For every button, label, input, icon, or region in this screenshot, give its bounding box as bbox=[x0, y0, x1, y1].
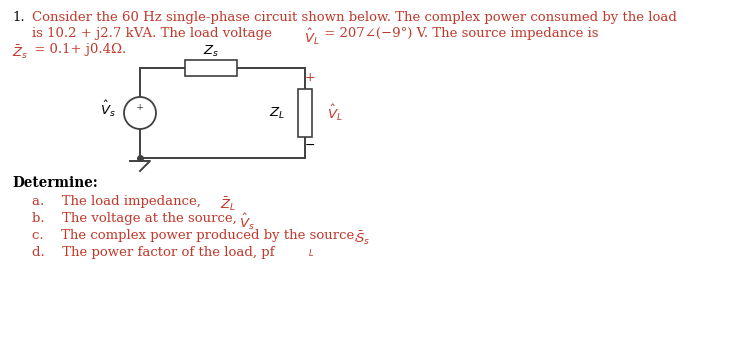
Text: $\hat{V}_{L}$: $\hat{V}_{L}$ bbox=[327, 103, 343, 123]
Bar bbox=[185, 60, 237, 76]
Text: Determine:: Determine: bbox=[12, 176, 98, 190]
Text: d.  The power factor of the load, pf: d. The power factor of the load, pf bbox=[32, 246, 275, 259]
Text: $\hat{V}_{s}$: $\hat{V}_{s}$ bbox=[239, 212, 255, 232]
Text: $\hat{V}_{L}$: $\hat{V}_{L}$ bbox=[304, 27, 320, 47]
Text: $\bar{S}_{s}$: $\bar{S}_{s}$ bbox=[355, 229, 370, 247]
Bar bbox=[298, 89, 312, 137]
Text: $Z_{s}$: $Z_{s}$ bbox=[203, 44, 219, 59]
Text: $\bar{Z}_{s}$: $\bar{Z}_{s}$ bbox=[12, 43, 28, 61]
Text: is 10.2 + j2.7 kVA. The load voltage: is 10.2 + j2.7 kVA. The load voltage bbox=[32, 27, 276, 40]
Text: b.  The voltage at the source,: b. The voltage at the source, bbox=[32, 212, 241, 225]
Text: −: − bbox=[305, 139, 315, 152]
Circle shape bbox=[124, 97, 156, 129]
Text: $\hat{V}_{s}$: $\hat{V}_{s}$ bbox=[100, 99, 116, 119]
Text: $\bar{Z}_{L}$: $\bar{Z}_{L}$ bbox=[220, 195, 236, 213]
Text: c.  The complex power produced by the source,: c. The complex power produced by the sou… bbox=[32, 229, 362, 242]
Text: $Z_{L}$: $Z_{L}$ bbox=[269, 106, 285, 121]
Text: Consider the 60 Hz single-phase circuit shown below. The complex power consumed : Consider the 60 Hz single-phase circuit … bbox=[32, 11, 677, 24]
Text: = 207∠(−9°) V. The source impedance is: = 207∠(−9°) V. The source impedance is bbox=[320, 27, 599, 40]
Text: +: + bbox=[305, 71, 316, 84]
Text: = 0.1+ j0.4Ω.: = 0.1+ j0.4Ω. bbox=[30, 43, 126, 56]
Text: 1.: 1. bbox=[12, 11, 25, 24]
Text: $_{L}$: $_{L}$ bbox=[308, 246, 314, 259]
Text: a.  The load impedance,: a. The load impedance, bbox=[32, 195, 205, 208]
Text: +: + bbox=[136, 103, 144, 112]
